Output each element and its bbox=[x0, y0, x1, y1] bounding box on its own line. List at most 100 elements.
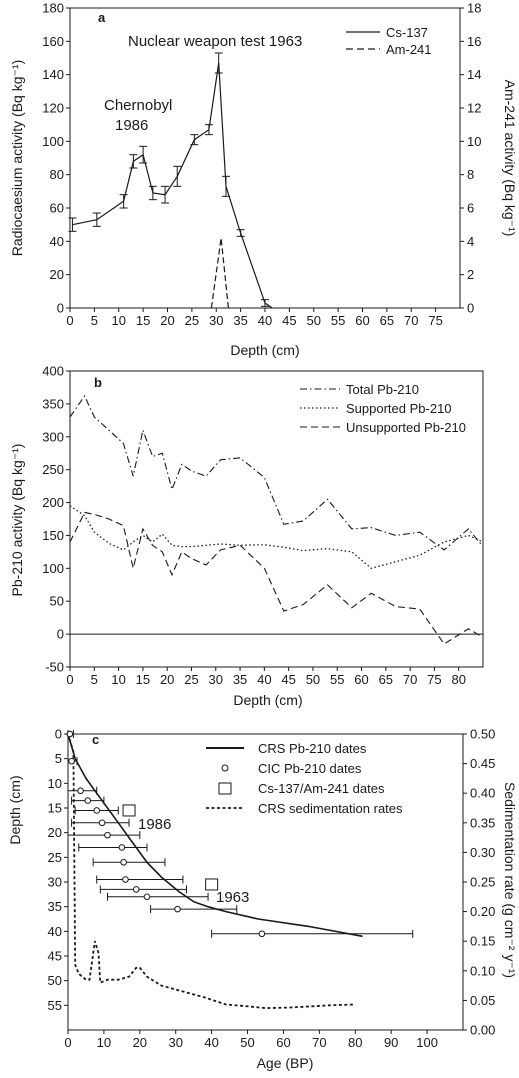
y-tick-label: 45 bbox=[48, 949, 62, 964]
y-tick-label: 140 bbox=[42, 67, 64, 82]
x-tick-label: 20 bbox=[160, 672, 174, 687]
x-tick-label: 15 bbox=[136, 672, 150, 687]
y-tick-label: 0.15 bbox=[470, 934, 495, 949]
x-tick-label: 30 bbox=[168, 1035, 182, 1050]
y-tick-label: 0.45 bbox=[470, 756, 495, 771]
x-tick-label: 60 bbox=[355, 313, 369, 328]
x-tick-label: 80 bbox=[451, 672, 465, 687]
panel-c-letter: c bbox=[92, 732, 99, 747]
panel-c-y-ticks: 0 5 10 15 20 25 30 35 40 45 50 55 bbox=[48, 727, 68, 1013]
cic-date-point bbox=[77, 787, 84, 795]
y-tick-label: 150 bbox=[42, 528, 64, 543]
y-tick-label: 12 bbox=[467, 101, 481, 116]
x-tick-label: 30 bbox=[209, 672, 223, 687]
y-tick-label: 0 bbox=[55, 727, 62, 742]
x-tick-label: 55 bbox=[331, 313, 345, 328]
x-tick-label: 40 bbox=[258, 313, 272, 328]
y-tick-label: 15 bbox=[48, 801, 62, 816]
y-tick-label: 0.35 bbox=[470, 815, 495, 830]
series-am241-line bbox=[210, 237, 229, 309]
x-tick-label: 50 bbox=[306, 672, 320, 687]
panel-c-y-label: Depth (cm) bbox=[7, 775, 23, 844]
y-tick-label: 14 bbox=[467, 67, 481, 82]
x-tick-label: 45 bbox=[281, 672, 295, 687]
panel-b-x-label: Depth (cm) bbox=[233, 692, 302, 708]
x-tick-label: 40 bbox=[204, 1035, 218, 1050]
x-tick-label: 65 bbox=[379, 672, 393, 687]
panel-a-y2-label: Am-241 activity (Bq kg⁻¹) bbox=[502, 80, 518, 237]
x-tick-label: 35 bbox=[233, 672, 247, 687]
cic-date-point bbox=[122, 876, 129, 883]
panel-c: 0 10 20 30 40 50 60 70 80 90 100 0 5 10 15 20 25 30 35 40 4… bbox=[7, 727, 518, 1072]
y-tick-label: 18 bbox=[467, 1, 481, 16]
annotation-1986: 1986 bbox=[138, 816, 171, 833]
x-tick-label: 10 bbox=[111, 672, 125, 687]
y-tick-label: 350 bbox=[42, 396, 64, 411]
x-tick-label: 80 bbox=[348, 1035, 362, 1050]
y-tick-label: 20 bbox=[48, 825, 62, 840]
y-tick-label: 5 bbox=[55, 751, 62, 766]
y-tick-label: 6 bbox=[467, 201, 474, 216]
y-tick-label: 200 bbox=[42, 495, 64, 510]
x-tick-label: 70 bbox=[312, 1035, 326, 1050]
panel-a-x-ticks: 0 5 10 15 20 25 30 35 40 45 50 55 60 65 70 75 bbox=[66, 308, 443, 328]
x-tick-label: 70 bbox=[403, 672, 417, 687]
cic-date-point bbox=[143, 893, 151, 901]
x-tick-label: 90 bbox=[384, 1035, 398, 1050]
x-tick-label: 65 bbox=[380, 313, 394, 328]
x-tick-label: 25 bbox=[185, 313, 199, 328]
cs-am-date-point bbox=[122, 804, 136, 817]
legend-label-supported: Supported Pb-210 bbox=[346, 401, 452, 416]
y-tick-label: 0 bbox=[57, 301, 64, 316]
y-tick-label: 4 bbox=[467, 234, 474, 249]
y-tick-label: 80 bbox=[50, 167, 64, 182]
cic-date-point bbox=[98, 819, 106, 827]
x-tick-label: 55 bbox=[330, 672, 344, 687]
cic-date-point bbox=[84, 797, 92, 804]
panel-a-letter: a bbox=[98, 10, 106, 25]
y-tick-label: 50 bbox=[48, 973, 62, 988]
cic-date-point bbox=[104, 831, 111, 839]
x-tick-label: 0 bbox=[66, 313, 73, 328]
y-tick-label: 40 bbox=[48, 924, 62, 939]
cic-date-point bbox=[68, 757, 75, 765]
cs-am-date-point bbox=[205, 878, 219, 891]
y-tick-label: 180 bbox=[42, 1, 64, 16]
panel-a-y-ticks: 0 20 40 60 80 100 120 140 160 180 bbox=[42, 1, 70, 316]
y-tick-label: 16 bbox=[467, 34, 481, 49]
y-tick-label: 8 bbox=[467, 167, 474, 182]
x-tick-label: 20 bbox=[160, 313, 174, 328]
y-tick-label: 0.25 bbox=[470, 875, 495, 890]
y-tick-label: 0.05 bbox=[470, 993, 495, 1008]
y-tick-label: 300 bbox=[42, 429, 64, 444]
panel-b-letter: b bbox=[94, 375, 102, 390]
cic-date-point bbox=[118, 844, 126, 851]
panel-a: 0 5 10 15 20 25 30 35 40 45 50 55 60 65 70 75 020406080… bbox=[9, 1, 518, 359]
panel-b-y-label: Pb-210 activity (Bq kg⁻¹) bbox=[9, 444, 25, 597]
panel-c-legend: CRS Pb-210 dates CIC Pb-210 dates Cs-137… bbox=[206, 741, 403, 816]
y-tick-label: -50 bbox=[45, 660, 64, 675]
x-tick-label: 15 bbox=[136, 313, 150, 328]
legend-label-am241: Am-241 bbox=[386, 42, 432, 57]
y-tick-label: 0.50 bbox=[470, 727, 495, 742]
y-tick-label: 60 bbox=[50, 201, 64, 216]
legend-swatch-cic-dates bbox=[221, 764, 229, 772]
x-tick-label: 50 bbox=[240, 1035, 254, 1050]
y-tick-label: 35 bbox=[48, 899, 62, 914]
cic-date-point bbox=[93, 807, 101, 814]
x-tick-label: 45 bbox=[282, 313, 296, 328]
x-tick-label: 75 bbox=[427, 672, 441, 687]
x-tick-label: 25 bbox=[184, 672, 198, 687]
x-tick-label: 60 bbox=[354, 672, 368, 687]
panel-b-legend: Total Pb-210 Supported Pb-210 Unsupporte… bbox=[300, 382, 466, 435]
panel-c-y2-label: Sedimentation rate (g cm⁻² y⁻¹) bbox=[502, 782, 518, 978]
x-tick-label: 100 bbox=[416, 1035, 438, 1050]
legend-label-unsupported: Unsupported Pb-210 bbox=[346, 420, 466, 435]
panel-c-marks bbox=[66, 730, 414, 1010]
panel-a-legend: Cs-137 Am-241 bbox=[346, 25, 432, 57]
y-tick-label: 100 bbox=[42, 134, 64, 149]
panel-c-y2-ticks: 0.00 0.05 0.10 0.15 0.20 0.25 0.30 0.35 0.40 0.45… bbox=[463, 727, 495, 1038]
legend-label-crs-dates: CRS Pb-210 dates bbox=[258, 741, 367, 756]
panel-b-y-ticks: -50 0 50 100 150 200 250 300 350 400 bbox=[42, 364, 70, 675]
